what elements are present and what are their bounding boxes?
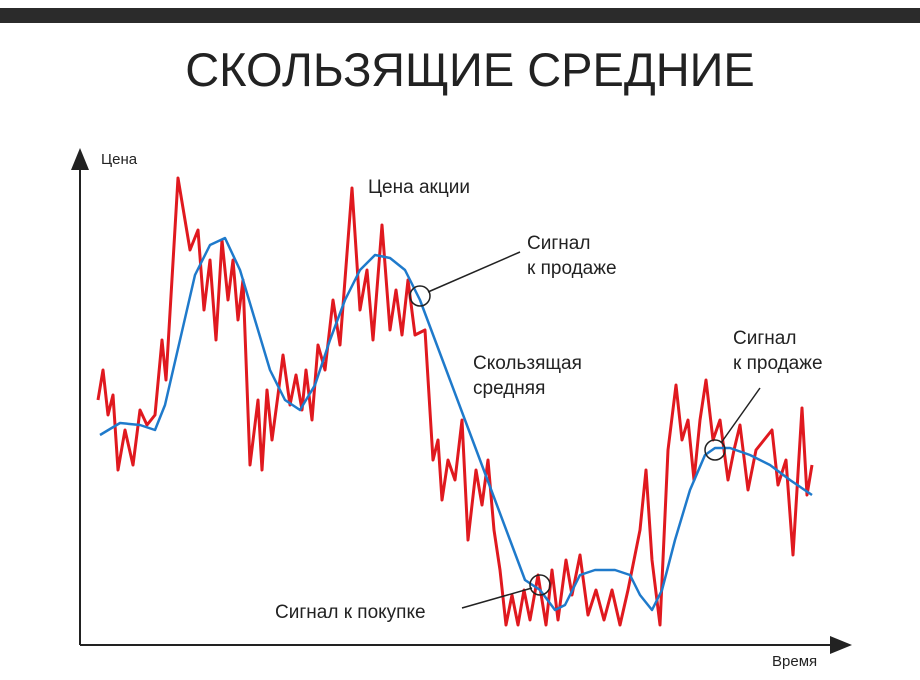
signal-circle: [409, 285, 431, 307]
annotation: Сигнал к покупке: [275, 602, 426, 623]
annotation: к продаже: [527, 258, 617, 279]
x-axis-label: Время: [772, 653, 817, 670]
y-axis-arrow: [71, 148, 89, 170]
y-axis-label: Цена: [101, 151, 138, 168]
annotation: к продаже: [733, 353, 823, 374]
top-bar: [0, 8, 920, 23]
annotation-pointer: [461, 587, 533, 609]
annotation: Скользящая: [473, 353, 582, 374]
line-series: [96, 176, 814, 627]
signal-circle: [529, 574, 551, 596]
annotation: Сигнал: [527, 233, 590, 254]
chart-title: СКОЛЬЗЯЩИЕ СРЕДНИЕ: [185, 43, 755, 96]
signal-circle: [704, 439, 726, 461]
annotation: Цена акции: [368, 177, 470, 198]
annotation-pointer: [720, 387, 761, 444]
annotation: Сигнал: [733, 328, 796, 349]
annotation: средняя: [473, 378, 545, 399]
annotation-pointer: [427, 251, 521, 293]
line-series: [99, 236, 813, 612]
x-axis-arrow: [830, 636, 852, 654]
